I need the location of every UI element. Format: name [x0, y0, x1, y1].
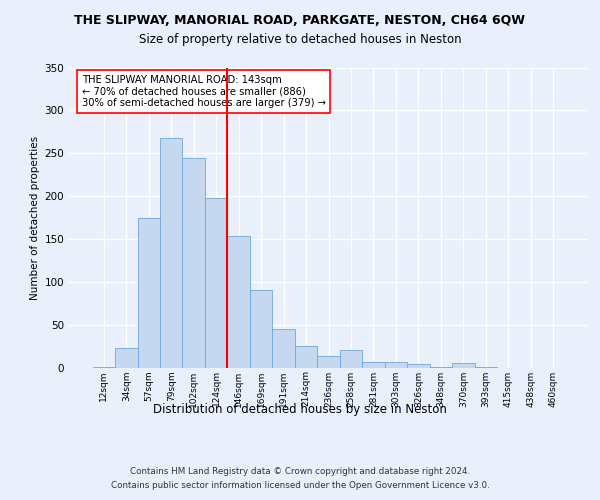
Text: Size of property relative to detached houses in Neston: Size of property relative to detached ho…: [139, 34, 461, 46]
Text: THE SLIPWAY, MANORIAL ROAD, PARKGATE, NESTON, CH64 6QW: THE SLIPWAY, MANORIAL ROAD, PARKGATE, NE…: [74, 14, 526, 27]
Bar: [92, 366, 115, 368]
Bar: [475, 366, 497, 368]
Bar: [430, 366, 452, 368]
Text: THE SLIPWAY MANORIAL ROAD: 143sqm
← 70% of detached houses are smaller (886)
30%: THE SLIPWAY MANORIAL ROAD: 143sqm ← 70% …: [82, 75, 326, 108]
Bar: [295, 346, 317, 368]
Y-axis label: Number of detached properties: Number of detached properties: [30, 136, 40, 300]
Bar: [250, 290, 272, 368]
Bar: [452, 363, 475, 368]
Bar: [115, 348, 137, 368]
Text: Contains public sector information licensed under the Open Government Licence v3: Contains public sector information licen…: [110, 481, 490, 490]
Bar: [160, 138, 182, 368]
Bar: [182, 158, 205, 368]
Bar: [385, 362, 407, 368]
Text: Contains HM Land Registry data © Crown copyright and database right 2024.: Contains HM Land Registry data © Crown c…: [130, 468, 470, 476]
Bar: [407, 364, 430, 368]
Bar: [362, 362, 385, 368]
Bar: [340, 350, 362, 368]
Bar: [227, 236, 250, 368]
Bar: [272, 329, 295, 368]
Bar: [137, 218, 160, 368]
Bar: [317, 356, 340, 368]
Bar: [205, 198, 227, 368]
Text: Distribution of detached houses by size in Neston: Distribution of detached houses by size …: [153, 402, 447, 415]
